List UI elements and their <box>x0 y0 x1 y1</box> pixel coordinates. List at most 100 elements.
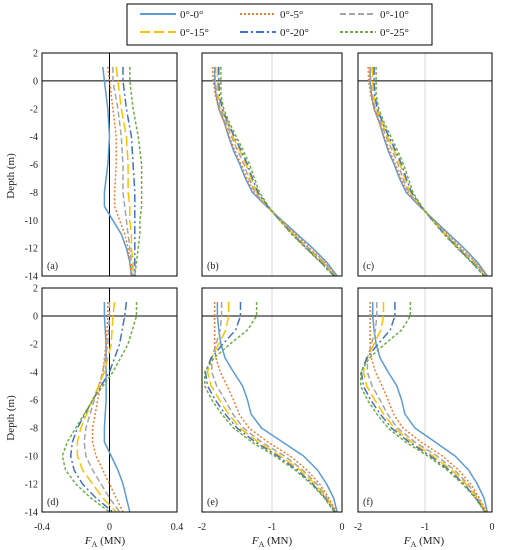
y-axis-label-top: Depth (m) <box>5 153 17 199</box>
y-tick-label: -4 <box>30 368 38 379</box>
x-axis-label-e: FA (MN) <box>251 535 293 549</box>
legend-label: 0°-25° <box>380 27 409 39</box>
y-tick-label: -6 <box>30 160 38 171</box>
x-tick-label: -1 <box>268 522 276 533</box>
plot-frame <box>357 52 493 277</box>
y-tick-label: -10 <box>25 452 38 463</box>
series-line <box>369 66 488 277</box>
legend-label: 0°-15° <box>180 27 209 39</box>
y-tick-label: -10 <box>25 216 38 227</box>
series-line <box>362 302 487 513</box>
series-line <box>211 66 337 277</box>
panel-c: (c) <box>357 52 493 277</box>
series-line <box>216 66 336 277</box>
series-line <box>83 302 121 513</box>
y-tick-label: -12 <box>25 244 38 255</box>
panel-e: -2 -1 0 (e) <box>198 287 345 533</box>
y-tick-label: -14 <box>25 508 38 519</box>
series-line <box>359 302 486 513</box>
y-tick-label: -6 <box>30 396 38 407</box>
x-axis-label-f: FA (MN) <box>403 535 445 549</box>
series-line <box>204 302 336 513</box>
series-line <box>206 302 337 513</box>
y-tick-label: 2 <box>33 49 38 60</box>
series-line <box>115 66 134 276</box>
legend: 0°-0° 0°-5° 0°-10° 0°-15° 0°-20° 0°-25° <box>126 3 433 46</box>
x-tick-label: 0 <box>490 522 495 533</box>
x-axis-label-main: F <box>84 535 92 547</box>
series-line <box>366 302 487 513</box>
x-axis-label-unit: (MN) <box>264 535 292 547</box>
series-line <box>369 302 488 513</box>
x-axis-label-unit: (MN) <box>416 535 444 547</box>
x-axis-label-sub: A <box>411 540 417 549</box>
x-tick-label: -2 <box>198 522 206 533</box>
series-line <box>373 66 486 277</box>
series-line <box>369 66 487 277</box>
x-tick-label: 0 <box>107 522 112 533</box>
series-line <box>204 302 335 513</box>
series-line <box>220 66 335 277</box>
y-tick-label: -14 <box>25 272 38 283</box>
x-axis-label-d: FA (MN) <box>84 535 126 549</box>
panel-label: (d) <box>47 497 59 508</box>
x-tick-label: 0 <box>340 522 345 533</box>
legend-label: 0°-5° <box>280 9 303 21</box>
y-tick-label: 0 <box>33 76 38 87</box>
y-tick-label: 2 <box>33 284 38 295</box>
y-tick-label: -2 <box>30 104 38 115</box>
x-tick-label: -0.4 <box>34 522 50 533</box>
legend-label: 0°-0° <box>180 9 203 21</box>
legend-label: 0°-20° <box>280 27 309 39</box>
series-line <box>367 66 488 277</box>
series-line <box>129 66 143 277</box>
series-line <box>122 66 136 276</box>
series-line <box>371 302 489 513</box>
legend-label: 0°-10° <box>380 9 409 21</box>
panel-label: (e) <box>207 497 218 508</box>
series-line <box>213 66 338 277</box>
y-tick-label: -8 <box>30 188 38 199</box>
series-line <box>360 302 486 513</box>
plot-frame <box>201 52 343 277</box>
series-line <box>69 301 128 513</box>
svg-text:FA (MN): FA (MN) <box>403 535 445 549</box>
series-line <box>216 302 338 513</box>
panel-f: -2 -1 0 (f) <box>354 287 495 533</box>
x-axis-label-sub: A <box>259 540 265 549</box>
series-line <box>213 302 338 513</box>
panel-label: (b) <box>207 261 219 272</box>
y-tick-label: -4 <box>30 132 38 143</box>
y-axis-label-bottom: Depth (m) <box>5 395 17 441</box>
series-line <box>76 301 117 513</box>
svg-text:FA (MN): FA (MN) <box>251 535 293 549</box>
panel-label: (c) <box>363 261 374 272</box>
series-line <box>375 66 485 277</box>
x-axis-label-main: F <box>251 535 259 547</box>
x-tick-label: -2 <box>354 522 362 533</box>
plot-frame <box>41 287 178 513</box>
x-axis-label-unit: (MN) <box>97 535 125 547</box>
y-tick-label: 0 <box>33 312 38 323</box>
legend-frame <box>126 3 433 46</box>
y-tick-label: -2 <box>30 340 38 351</box>
panel-b: (b) <box>201 52 343 277</box>
plot-frame <box>357 287 493 513</box>
x-tick-label: 0.4 <box>171 522 184 533</box>
y-tick-label: -12 <box>25 480 38 491</box>
x-tick-label: -1 <box>421 522 429 533</box>
x-axis-label-main: F <box>403 535 411 547</box>
panel-label: (a) <box>47 261 58 272</box>
panel-a: -14 -12 -10 -8 -6 -4 -2 0 2 (a) <box>25 49 178 283</box>
y-tick-label: -8 <box>30 424 38 435</box>
series-line <box>91 302 124 513</box>
plot-frame <box>201 287 343 513</box>
plot-frame <box>41 52 178 277</box>
series-line <box>371 66 486 277</box>
series-line <box>214 66 337 277</box>
series-line <box>211 302 337 513</box>
panels: -14-12-10-8-6-4-202(a) (b) (c)-14-12-10-8-… <box>25 49 495 534</box>
svg-text:FA (MN): FA (MN) <box>84 535 126 549</box>
panel-label: (f) <box>363 497 373 508</box>
